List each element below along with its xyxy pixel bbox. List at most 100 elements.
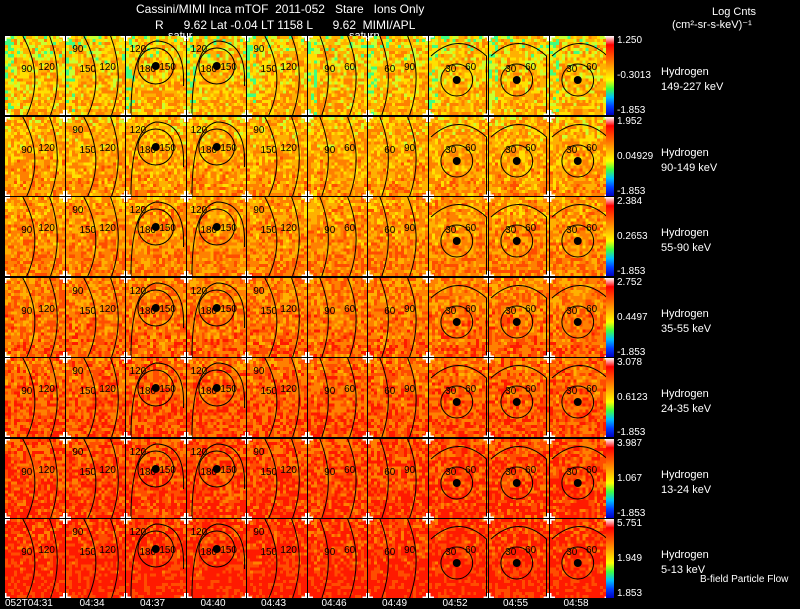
contour-label: 90: [324, 466, 335, 477]
contour-label: 180: [140, 144, 157, 155]
heatmap-pixels: [489, 36, 549, 115]
contour-label: 150: [220, 303, 237, 314]
contour-label: 30: [445, 466, 456, 477]
species-label: Hydrogen: [661, 388, 709, 400]
contour-line: [490, 526, 548, 598]
contour-label: 120: [280, 545, 297, 556]
contour-line: [264, 36, 278, 115]
contour-label: 60: [465, 384, 476, 395]
contour-line: [407, 116, 417, 196]
contour-line: [49, 358, 58, 437]
colorbar-value: -1.853: [617, 427, 646, 438]
time-tick-label: 04:40: [200, 598, 226, 609]
contour-line: [500, 305, 534, 338]
contour-label: 120: [130, 446, 147, 457]
contour-label: 120: [190, 527, 207, 538]
contour-label: 30: [566, 144, 577, 155]
heatmap-pixels: [307, 277, 367, 357]
contour-line: [430, 526, 487, 598]
contour-label: 60: [384, 466, 395, 477]
heatmap-cell: 150 120 90: [65, 36, 125, 115]
heatmap-pixels: [428, 358, 488, 437]
heatmap-cell: 30 60: [428, 36, 488, 115]
colorbar-value: -1.853: [617, 507, 646, 519]
contour-line: [560, 546, 594, 580]
colorbar-value: 5.751: [617, 518, 643, 529]
contour-label: 30: [445, 386, 456, 397]
contour-label: 120: [99, 223, 116, 234]
heatmap-pixels: [368, 358, 428, 437]
contour-label: 120: [190, 124, 207, 135]
contour-label: 30: [445, 225, 456, 236]
contour-label: 90: [72, 44, 83, 55]
contour-label: 30: [566, 225, 577, 236]
heatmap-cell: 180 150 120: [186, 116, 246, 196]
heatmap-pixels: [307, 197, 367, 276]
colorbar-value: 0.4497: [617, 311, 648, 323]
contour-line: [379, 438, 389, 518]
colorbar-value: 1.949: [617, 553, 643, 564]
heatmap-cell: 30 60: [489, 358, 549, 437]
contour-label: 60: [344, 142, 355, 153]
saturn-marker: [512, 478, 521, 487]
contour-label: 90: [324, 305, 335, 316]
heatmap-cell: 30 60: [428, 197, 488, 276]
energy-label: 5-13 keV: [661, 564, 706, 576]
heatmap-pixels: [368, 197, 428, 276]
contour-label: 90: [72, 205, 83, 216]
colorbar-value: 1.853: [617, 588, 643, 599]
heatmap-pixels: [428, 197, 488, 276]
contour-line: [490, 43, 548, 115]
contour-label: 30: [505, 547, 516, 558]
heatmap-pixels: [428, 438, 488, 518]
saturn-marker: [151, 545, 160, 553]
contour-line: [130, 281, 185, 357]
contour-line: [82, 438, 96, 518]
contour-line: [439, 63, 473, 97]
heatmap-cell: 30 60: [489, 277, 549, 357]
contour-label: 60: [465, 223, 476, 234]
contour-line: [379, 358, 389, 437]
saturn-marker: [452, 76, 461, 84]
contour-line: [346, 197, 357, 276]
heatmap-pixels: [549, 116, 609, 196]
contour-label: 60: [344, 464, 355, 475]
contour-line: [318, 36, 329, 115]
contour-label: 180: [200, 225, 217, 236]
contour-line: [346, 277, 357, 357]
heatmap-cell: 180 150 120: [126, 36, 186, 115]
contour-label: 150: [261, 386, 278, 397]
heatmap-cell: 180 150 120: [186, 519, 246, 598]
contour-label: 150: [261, 225, 278, 236]
contour-line: [197, 128, 235, 165]
contour-line: [490, 204, 548, 276]
contour-line: [430, 43, 487, 115]
contour-line: [291, 36, 300, 115]
saturn-marker: [212, 62, 221, 70]
contour-label: 120: [280, 142, 297, 153]
heatmap-pixels: [307, 36, 367, 115]
contour-label: 150: [220, 464, 237, 475]
heatmap-cell: 90 120: [5, 438, 65, 518]
contour-label: 120: [280, 464, 297, 475]
contour-label: 30: [566, 466, 577, 477]
contour-label: 30: [566, 305, 577, 316]
contour-label: 60: [586, 384, 597, 395]
contour-label: 90: [21, 144, 32, 155]
colorbar-value: 1.250: [617, 35, 643, 46]
saturn-marker: [452, 559, 461, 567]
contour-line: [500, 466, 534, 499]
contour-line: [82, 277, 96, 357]
contour-line: [407, 36, 417, 115]
contour-line: [49, 519, 58, 598]
contour-label: 60: [465, 62, 476, 73]
contour-label: 90: [324, 547, 335, 558]
colorbar-value: 2.384: [617, 196, 643, 207]
contour-label: 30: [505, 386, 516, 397]
colorbar-value: -0.3013: [617, 70, 651, 81]
saturn-marker: [573, 76, 582, 84]
heatmap-cell: 60 90: [368, 197, 428, 276]
contour-label: 60: [586, 464, 597, 475]
contour-line: [318, 116, 329, 196]
contour-label: 90: [72, 527, 83, 538]
